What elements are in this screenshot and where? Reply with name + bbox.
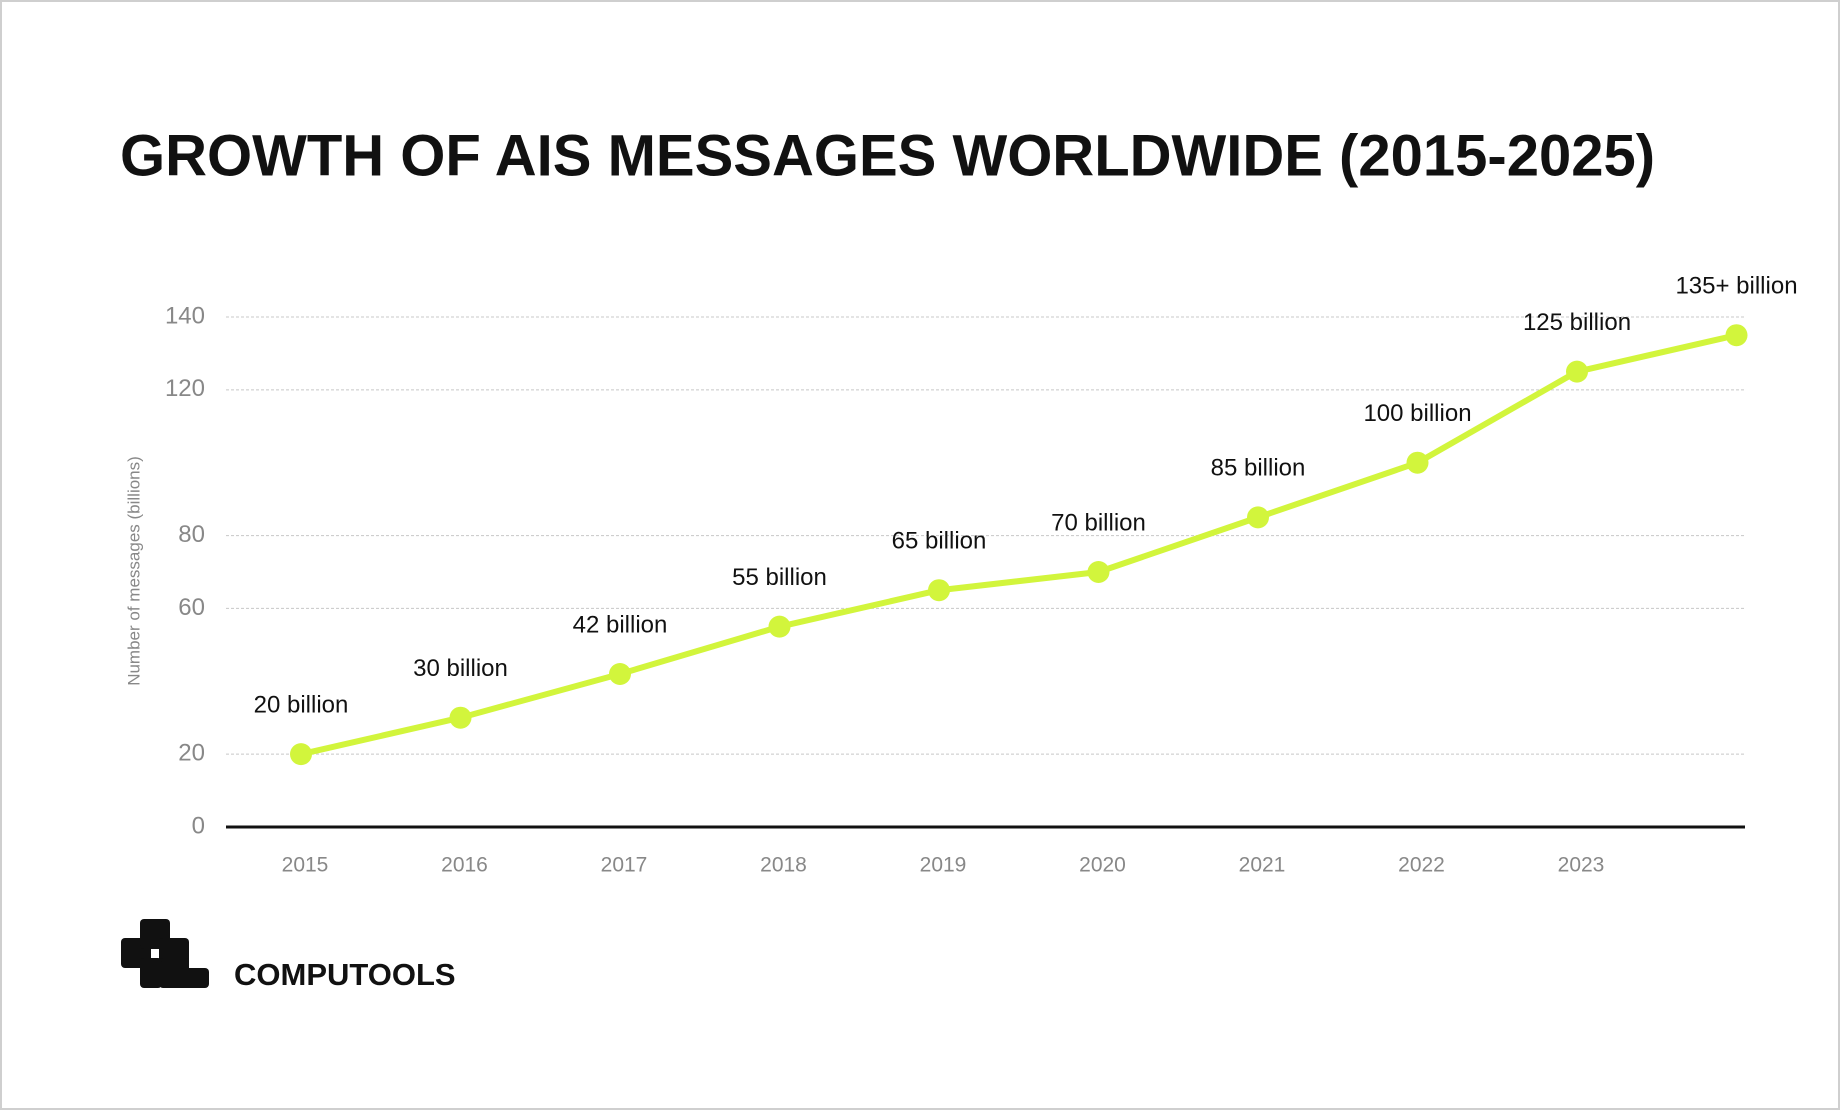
x-tick-label: 2016 (441, 854, 488, 877)
value-label: 42 billion (573, 611, 668, 638)
brand-name: COMPUTOOLS (234, 957, 456, 992)
data-point (1725, 324, 1748, 347)
x-tick-label: 2017 (601, 854, 648, 877)
logo (121, 919, 209, 988)
x-tick-label: 2021 (1239, 854, 1286, 877)
value-label: 30 billion (413, 655, 508, 682)
value-label: 135+ billion (1675, 273, 1797, 300)
y-tick-label: 80 (178, 521, 205, 548)
y-axis-label: Number of messages (billions) (124, 456, 143, 686)
data-point (1406, 451, 1429, 474)
x-tick-label: 2022 (1398, 854, 1445, 877)
value-label: 55 billion (732, 564, 827, 591)
value-label: 85 billion (1211, 455, 1306, 482)
value-label: 65 billion (892, 528, 987, 555)
data-point (768, 615, 791, 638)
chart-title: GROWTH OF AIS MESSAGES WORLDWIDE (2015-2… (120, 123, 1655, 188)
x-tick-label: 2018 (760, 854, 807, 877)
y-tick-label: 120 (165, 375, 205, 402)
x-tick-label: 2019 (920, 854, 967, 877)
x-tick-label: 2023 (1558, 854, 1605, 877)
data-line (300, 332, 1738, 758)
data-point (1087, 561, 1110, 583)
data-point (1566, 360, 1588, 383)
value-label: 100 billion (1363, 400, 1471, 427)
data-point (928, 579, 950, 602)
data-point (1247, 506, 1269, 529)
y-tick-label: 0 (192, 812, 205, 839)
y-tick-label: 20 (178, 739, 205, 766)
data-point (290, 743, 312, 766)
data-point (449, 706, 472, 729)
value-label: 125 billion (1523, 309, 1631, 336)
x-tick-label: 2015 (282, 854, 329, 877)
data-point (609, 663, 631, 685)
value-label: 20 billion (254, 691, 349, 718)
x-tick-label: 2020 (1079, 854, 1126, 877)
y-tick-label: 60 (178, 594, 205, 621)
y-tick-label: 140 (165, 302, 205, 329)
value-label: 70 billion (1051, 509, 1146, 536)
